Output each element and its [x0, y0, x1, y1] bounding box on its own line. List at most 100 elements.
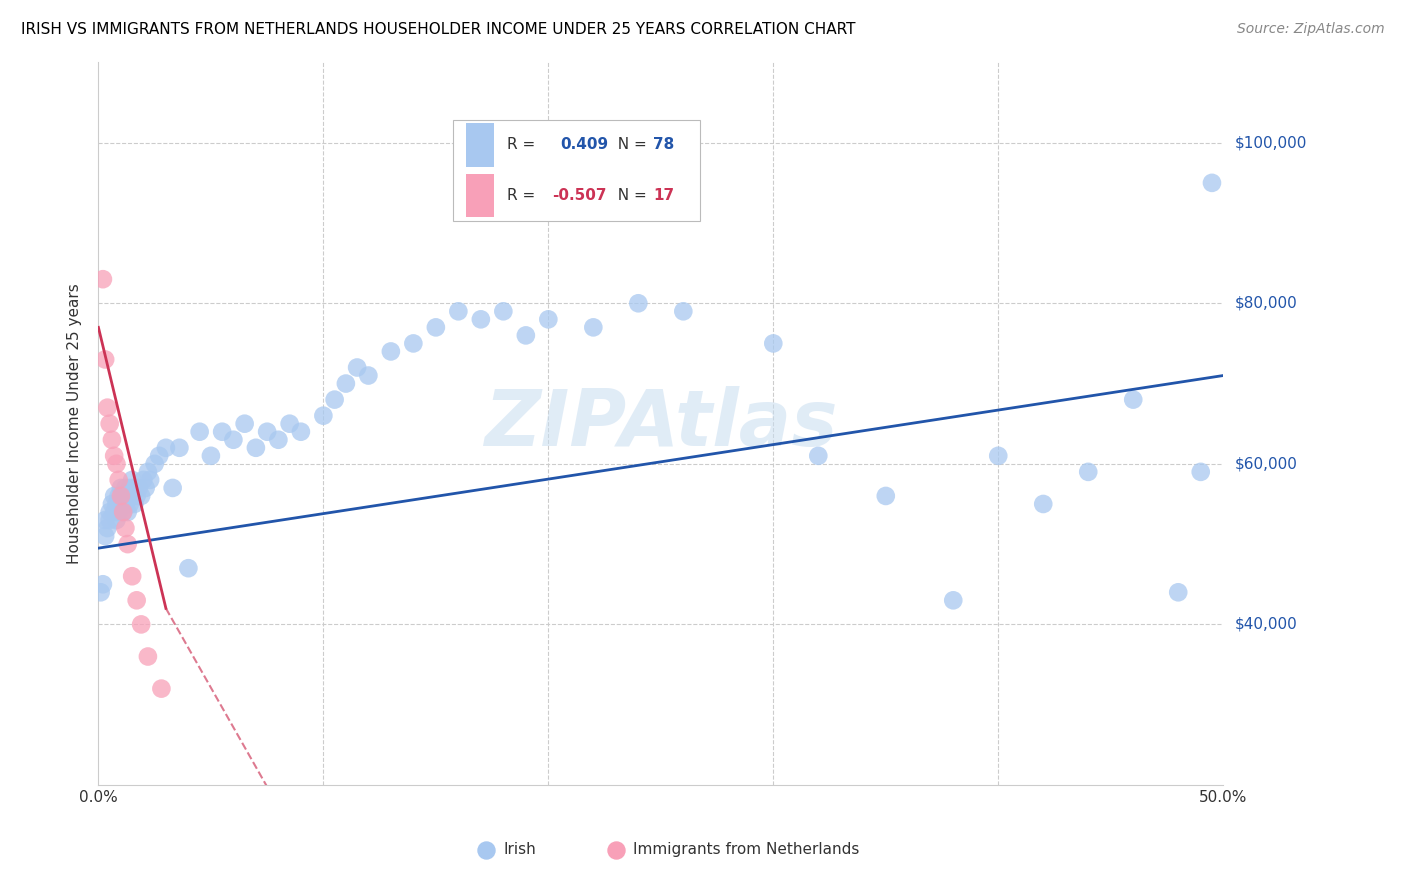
Text: N =: N =	[607, 188, 651, 203]
Text: $60,000: $60,000	[1234, 457, 1298, 471]
Point	[150, 681, 173, 696]
Point	[627, 296, 650, 310]
Point	[114, 497, 136, 511]
Point	[118, 497, 141, 511]
Point	[222, 433, 245, 447]
Point	[110, 497, 132, 511]
Text: ZIPAtlas: ZIPAtlas	[484, 385, 838, 462]
Point	[582, 320, 605, 334]
Point	[98, 505, 121, 519]
Text: $100,000: $100,000	[1234, 136, 1306, 150]
Point	[148, 449, 170, 463]
Point	[112, 505, 135, 519]
Text: Irish: Irish	[503, 842, 536, 857]
Y-axis label: Householder Income Under 25 years: Householder Income Under 25 years	[67, 284, 83, 564]
Point	[290, 425, 312, 439]
Point	[1189, 465, 1212, 479]
Point	[492, 304, 515, 318]
Point	[125, 593, 148, 607]
Point	[129, 489, 152, 503]
Point	[128, 481, 150, 495]
Point	[125, 489, 148, 503]
Point	[96, 521, 118, 535]
Point	[278, 417, 301, 431]
Point	[91, 577, 114, 591]
Point	[121, 473, 143, 487]
Point	[117, 505, 139, 519]
Point	[346, 360, 368, 375]
Point	[117, 537, 139, 551]
Text: 17: 17	[652, 188, 673, 203]
Point	[107, 505, 129, 519]
Point	[672, 304, 695, 318]
Text: IRISH VS IMMIGRANTS FROM NETHERLANDS HOUSEHOLDER INCOME UNDER 25 YEARS CORRELATI: IRISH VS IMMIGRANTS FROM NETHERLANDS HOU…	[21, 22, 856, 37]
Bar	[467, 123, 495, 167]
Point	[103, 449, 125, 463]
Point	[112, 489, 135, 503]
Point	[1122, 392, 1144, 407]
Text: N =: N =	[607, 137, 651, 153]
Point	[162, 481, 184, 495]
Text: -0.507: -0.507	[551, 188, 606, 203]
Point	[1032, 497, 1054, 511]
Point	[114, 521, 136, 535]
Point	[323, 392, 346, 407]
Text: 78: 78	[652, 137, 675, 153]
Point	[335, 376, 357, 391]
Text: $80,000: $80,000	[1234, 296, 1298, 310]
Point	[987, 449, 1010, 463]
Point	[470, 312, 492, 326]
Point	[139, 473, 162, 487]
Point	[105, 513, 128, 527]
Point	[121, 569, 143, 583]
Point	[1201, 176, 1223, 190]
Point	[447, 304, 470, 318]
Point	[91, 272, 114, 286]
Text: R =: R =	[506, 188, 540, 203]
Point	[114, 481, 136, 495]
Point	[124, 497, 146, 511]
Point	[515, 328, 537, 343]
Point	[90, 585, 112, 599]
Point	[312, 409, 335, 423]
Point	[537, 312, 560, 326]
Point	[118, 481, 141, 495]
Text: R =: R =	[506, 137, 544, 153]
Point	[211, 425, 233, 439]
Bar	[467, 174, 495, 218]
Text: $40,000: $40,000	[1234, 617, 1298, 632]
Point	[103, 489, 125, 503]
Point	[233, 417, 256, 431]
Point	[762, 336, 785, 351]
Point	[98, 513, 121, 527]
Point	[101, 433, 124, 447]
Point	[94, 529, 117, 543]
Point	[94, 352, 117, 367]
Point	[117, 489, 139, 503]
Point	[256, 425, 278, 439]
Point	[105, 457, 128, 471]
Point	[143, 457, 166, 471]
Point	[96, 401, 118, 415]
Point	[105, 497, 128, 511]
Point	[136, 465, 159, 479]
Point	[267, 433, 290, 447]
Point	[136, 649, 159, 664]
Point	[425, 320, 447, 334]
Point	[112, 505, 135, 519]
Point	[110, 481, 132, 495]
Point	[188, 425, 211, 439]
Point	[98, 417, 121, 431]
Point	[169, 441, 191, 455]
Text: Immigrants from Netherlands: Immigrants from Netherlands	[633, 842, 859, 857]
Point	[875, 489, 897, 503]
Point	[942, 593, 965, 607]
Point	[380, 344, 402, 359]
Point	[103, 505, 125, 519]
Point	[94, 513, 117, 527]
Point	[155, 441, 177, 455]
Point	[402, 336, 425, 351]
Point	[121, 489, 143, 503]
FancyBboxPatch shape	[453, 120, 700, 221]
Point	[1167, 585, 1189, 599]
